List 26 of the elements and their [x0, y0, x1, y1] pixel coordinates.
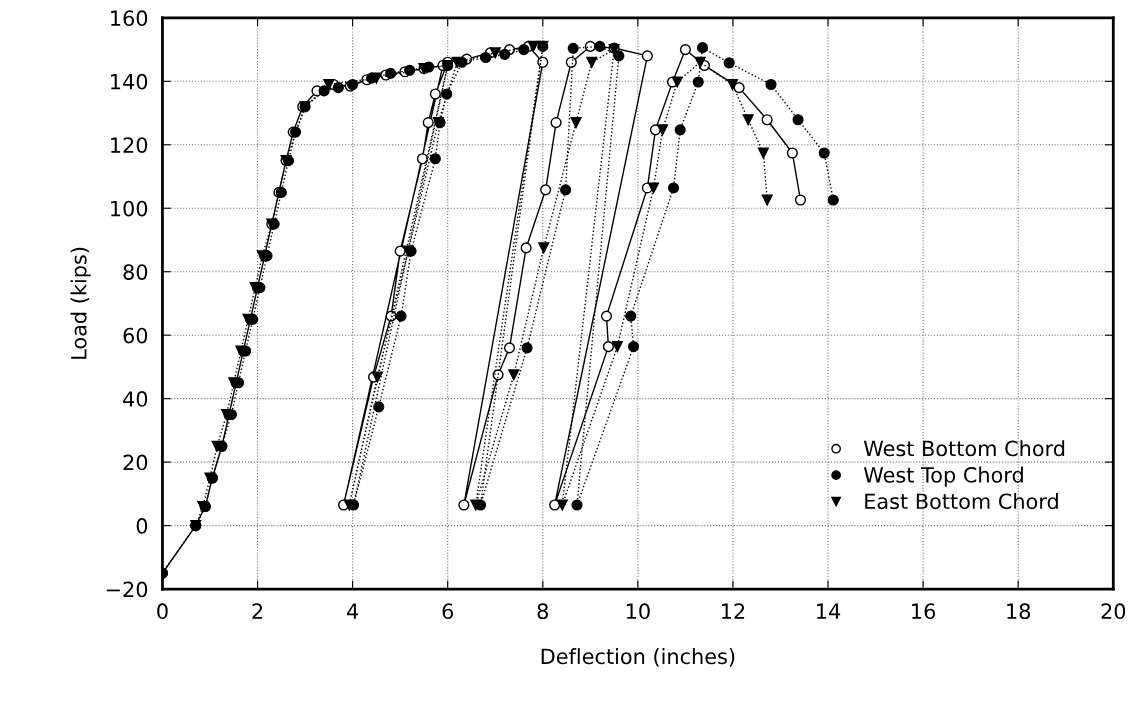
y-tick-label: −20 [106, 581, 148, 598]
y-tick-label: 60 [123, 327, 148, 344]
x-tick-label: 10 [626, 603, 650, 620]
y-axis-title: Load (kips) [70, 247, 91, 359]
x-tick-label: 12 [721, 603, 745, 619]
legend-label: West Bottom Chord [863, 440, 1065, 457]
y-tick-label: 160 [111, 10, 148, 27]
x-tick-label: 20 [1101, 603, 1126, 620]
y-tick-label: 40 [123, 391, 148, 407]
x-tick-label: 14 [817, 603, 841, 619]
legend-label: East Bottom Chord [865, 493, 1058, 510]
x-axis-title: Deflection (inches) [541, 648, 735, 667]
x-tick-label: 18 [1007, 603, 1031, 620]
y-tick-label: 120 [111, 137, 148, 153]
y-tick-label: 100 [111, 200, 148, 217]
y-tick-label: 20 [123, 454, 148, 471]
x-tick-label: 0 [157, 603, 168, 620]
y-tick-label: 140 [111, 73, 148, 90]
x-tick-label: 2 [252, 603, 263, 619]
x-tick-label: 16 [912, 603, 936, 620]
y-tick-label: 80 [123, 264, 148, 280]
y-tick-label: 0 [136, 518, 148, 534]
x-tick-label: 6 [442, 603, 454, 620]
x-tick-label: 4 [347, 603, 359, 619]
legend-label: West Top Chord [863, 466, 1023, 487]
x-tick-label: 8 [537, 603, 548, 620]
